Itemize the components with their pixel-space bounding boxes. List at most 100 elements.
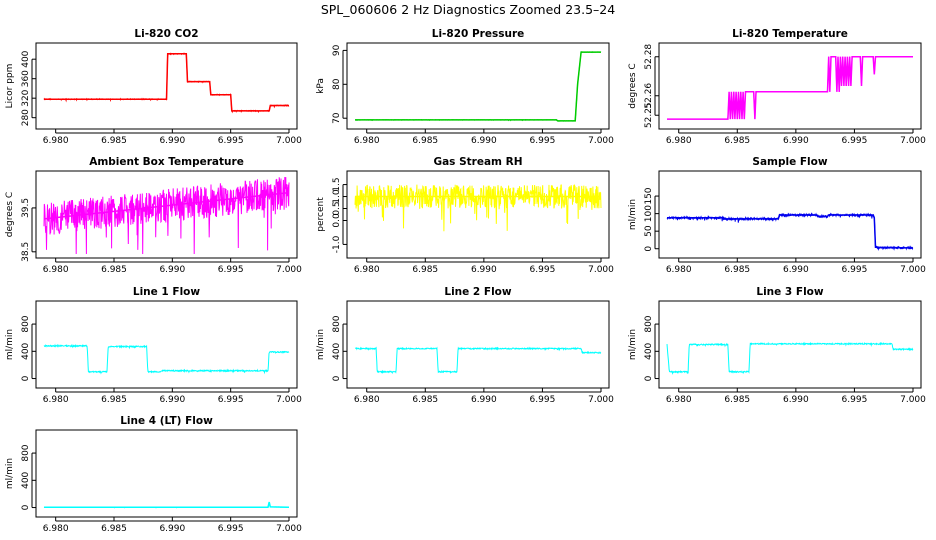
- series-line: [43, 176, 290, 255]
- y-axis-label: Licor ppm: [5, 64, 15, 109]
- x-tick-label: 7.000: [900, 136, 926, 146]
- y-tick-label: 50: [644, 225, 654, 237]
- y-axis-label: percent: [316, 197, 326, 232]
- y-tick-label: 0: [644, 375, 654, 381]
- chart-panel-2: Li-820 Pressure kPa 6.980 6.985 6.990 6.995 7.…: [316, 28, 614, 146]
- x-tick-label: 7.000: [900, 265, 926, 275]
- page-title: SPL_060606 2 Hz Diagnostics Zoomed 23.5–…: [320, 2, 616, 17]
- y-axis-label: ml/min: [5, 458, 15, 489]
- y-tick-label: 400: [644, 342, 654, 359]
- y-tick-label: 360: [21, 70, 31, 87]
- y-tick-label: 0: [332, 375, 342, 381]
- x-tick-label: 6.995: [842, 265, 868, 275]
- y-tick-label: 800: [644, 315, 654, 332]
- y-tick-label: 800: [21, 315, 31, 332]
- series-line: [354, 346, 602, 375]
- panel-title: Line 3 Flow: [756, 286, 823, 298]
- chart-panel-7: Line 1 Flow ml/min 6.980 6.985 6.990 6.995 7.0…: [5, 286, 302, 405]
- panel-title: Li-820 CO2: [134, 28, 198, 40]
- chart-panel-10: Line 4 (LT) Flow ml/min 6.980 6.985 6.990 6.9…: [5, 415, 302, 534]
- y-axis-label: ml/min: [316, 329, 326, 360]
- chart-panel-4: Ambient Box Temperature degrees C 6.980 6.9…: [5, 156, 302, 275]
- x-tick-label: 6.985: [412, 265, 438, 275]
- y-tick-label: 52.25: [644, 102, 654, 128]
- x-tick-label: 6.980: [666, 395, 692, 405]
- x-tick-label: 6.980: [43, 524, 69, 534]
- series-line: [44, 501, 290, 508]
- chart-panel-8: Line 2 Flow ml/min 6.980 6.985 6.990 6.995 7.0…: [316, 286, 614, 405]
- y-tick-label: 90: [332, 44, 342, 56]
- chart-panel-5: Gas Stream RH percent 6.980 6.985 6.990 6.995…: [316, 156, 614, 275]
- y-tick-label: 1.5: [332, 177, 342, 191]
- panel-title: Line 1 Flow: [133, 286, 200, 298]
- y-tick-label: 52.26: [644, 83, 654, 109]
- x-tick-label: 6.995: [218, 136, 244, 146]
- y-tick-label: 0.5: [332, 201, 342, 215]
- series-line: [666, 212, 914, 252]
- y-axis-label: ml/min: [628, 199, 638, 230]
- y-tick-label: 0: [21, 504, 31, 510]
- y-tick-label: 800: [21, 444, 31, 461]
- x-tick-label: 6.990: [783, 395, 809, 405]
- plot-frame: [35, 170, 298, 259]
- x-tick-label: 6.980: [354, 395, 380, 405]
- y-tick-label: 400: [21, 342, 31, 359]
- x-tick-label: 6.985: [101, 136, 127, 146]
- x-tick-label: 6.985: [101, 395, 127, 405]
- series-line: [667, 55, 913, 120]
- x-tick-label: 6.995: [218, 265, 244, 275]
- x-tick-label: 6.995: [530, 136, 556, 146]
- x-tick-label: 6.985: [412, 395, 438, 405]
- y-tick-label: 400: [21, 471, 31, 488]
- x-tick-label: 6.995: [218, 395, 244, 405]
- x-tick-label: 6.995: [218, 524, 244, 534]
- x-tick-label: 6.985: [101, 524, 127, 534]
- x-tick-label: 6.980: [666, 265, 692, 275]
- y-tick-label: 280: [21, 109, 31, 126]
- plot-frame: [35, 429, 298, 518]
- y-tick-label: 0.0: [332, 213, 342, 228]
- panel-title: Line 2 Flow: [444, 286, 511, 298]
- y-axis-label: degrees C: [5, 192, 15, 237]
- x-tick-label: 6.980: [354, 136, 380, 146]
- y-tick-label: 1.0: [332, 189, 342, 204]
- y-tick-label: 150: [644, 187, 654, 204]
- x-tick-label: 6.980: [43, 395, 69, 405]
- panel-title: Sample Flow: [752, 156, 827, 168]
- x-tick-label: 6.985: [412, 136, 438, 146]
- x-tick-label: 6.990: [159, 136, 185, 146]
- x-tick-label: 6.985: [724, 136, 750, 146]
- x-tick-label: 6.990: [783, 265, 809, 275]
- x-tick-label: 6.990: [471, 395, 497, 405]
- series-line: [355, 51, 602, 122]
- chart-panel-3: Li-820 Temperature degrees C 6.980 6.985 6.9…: [628, 28, 926, 146]
- x-tick-label: 7.000: [276, 395, 302, 405]
- x-tick-label: 6.990: [471, 265, 497, 275]
- x-tick-label: 7.000: [276, 265, 302, 275]
- x-tick-label: 6.980: [666, 136, 692, 146]
- x-tick-label: 6.985: [724, 395, 750, 405]
- x-tick-label: 6.980: [43, 265, 69, 275]
- x-tick-label: 6.990: [159, 524, 185, 534]
- y-axis-label: ml/min: [5, 329, 15, 360]
- chart-panel-9: Line 3 Flow ml/min 6.980 6.985 6.990 6.995 7.0…: [628, 286, 926, 405]
- y-tick-label: 320: [21, 89, 31, 106]
- y-tick-label: 70: [332, 112, 342, 124]
- series-line: [667, 214, 914, 249]
- series-line: [355, 51, 601, 122]
- series-line: [43, 52, 290, 114]
- x-tick-label: 6.990: [159, 265, 185, 275]
- x-tick-label: 6.985: [101, 265, 127, 275]
- x-tick-label: 6.985: [724, 265, 750, 275]
- plot-frame: [658, 300, 922, 389]
- chart-panel-6: Sample Flow ml/min 6.980 6.985 6.990 6.995 7.0…: [628, 156, 926, 275]
- x-tick-label: 6.980: [43, 136, 69, 146]
- x-tick-label: 6.990: [783, 136, 809, 146]
- series-line: [667, 56, 913, 120]
- y-tick-label: 39.5: [21, 198, 31, 218]
- y-axis-label: degrees C: [628, 63, 638, 108]
- plot-frame: [35, 42, 298, 130]
- x-tick-label: 7.000: [900, 395, 926, 405]
- x-tick-label: 7.000: [588, 395, 614, 405]
